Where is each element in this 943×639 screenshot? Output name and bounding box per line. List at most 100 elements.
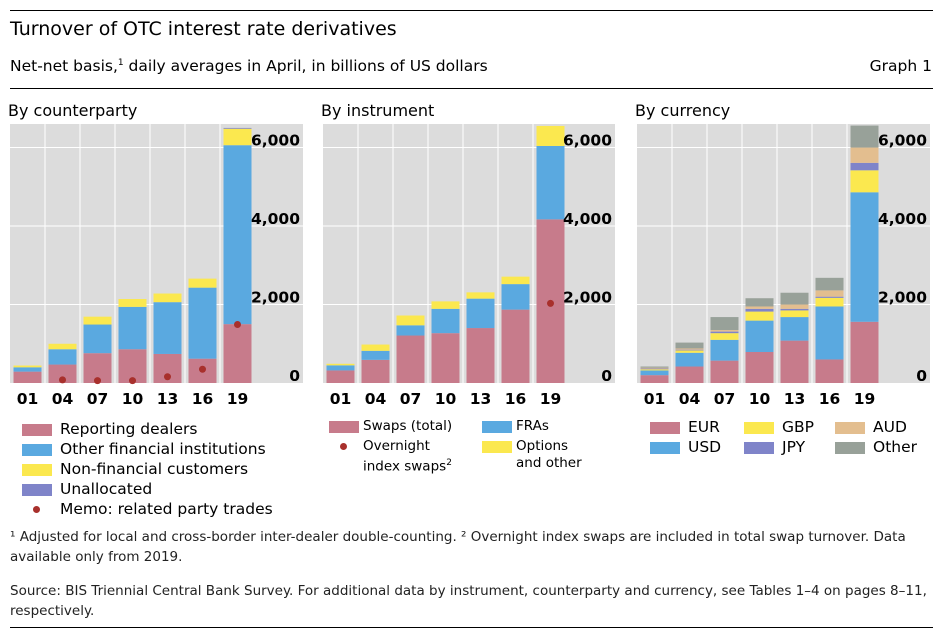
- bar-by-instrument-options-and-other-01: [326, 363, 355, 366]
- bar-by-currency-gbp-01: [640, 369, 669, 371]
- bar-by-currency-usd-10: [745, 320, 774, 352]
- legend-swatch-gbp: [744, 422, 774, 434]
- bar-by-currency-aud-04: [675, 348, 704, 350]
- bar-by-currency-gbp-04: [675, 350, 704, 353]
- bar-by-currency-jpy-19: [850, 162, 879, 171]
- legend-swatch-reporting-dealers: [22, 424, 52, 436]
- x-tick-by-counterparty-10: 10: [122, 390, 144, 408]
- x-tick-by-currency-10: 10: [749, 390, 771, 408]
- bar-by-currency-aud-13: [780, 304, 809, 309]
- x-tick-by-instrument-19: 19: [540, 390, 562, 408]
- bar-by-instrument-swaps-total-01: [326, 370, 355, 383]
- bar-by-currency-usd-07: [710, 339, 739, 361]
- x-tick-by-instrument-13: 13: [470, 390, 492, 408]
- legend-swatch-swaps: [329, 421, 359, 433]
- bar-by-instrument-options-and-other-07: [396, 315, 425, 326]
- bar-by-currency-aud-07: [710, 330, 739, 332]
- legend-swatch-usd: [650, 442, 680, 454]
- legend-label-unallocated: Unallocated: [60, 480, 153, 498]
- bar-by-counterparty-reporting-dealers-04: [48, 364, 77, 383]
- memo-dot-by-counterparty-07: [94, 377, 101, 385]
- panel-title-by-instrument: By instrument: [321, 101, 434, 120]
- bar-by-counterparty-other-financial-institutions-01: [13, 367, 42, 372]
- legend-label-swaps: Swaps (total): [363, 418, 453, 434]
- bar-by-instrument-swaps-total-16: [501, 309, 530, 383]
- x-tick-by-counterparty-13: 13: [157, 390, 179, 408]
- bar-by-currency-gbp-19: [850, 170, 879, 193]
- bar-by-currency-gbp-13: [780, 310, 809, 318]
- subtitle-footnote-marker: 1: [117, 57, 124, 68]
- bar-by-currency-other-16: [815, 277, 844, 291]
- bar-by-currency-eur-13: [780, 340, 809, 383]
- bar-by-counterparty-other-financial-institutions-19: [223, 145, 252, 325]
- x-tick-by-counterparty-07: 07: [87, 390, 109, 408]
- panel-title-by-counterparty: By counterparty: [8, 101, 137, 120]
- legend-swatch-options: [482, 441, 512, 453]
- legend-dot-memo: [33, 506, 40, 513]
- memo-dot-by-counterparty-13: [164, 373, 171, 381]
- legend-label-aud: AUD: [873, 418, 907, 436]
- bar-by-currency-eur-19: [850, 321, 879, 383]
- bar-by-currency-aud-01: [640, 367, 669, 369]
- bar-by-counterparty-non-financial-customers-13: [153, 293, 182, 303]
- subtitle-rest: daily averages in April, in billions of …: [123, 57, 488, 75]
- legend-label-ois-line2: index swaps2: [363, 455, 452, 476]
- y-tick-by-counterparty-2: 4,000: [251, 210, 300, 228]
- bar-by-currency-other-10: [745, 298, 774, 307]
- bar-by-currency-usd-01: [640, 370, 669, 376]
- legend-label-options-line2: and other: [516, 455, 582, 471]
- x-tick-by-instrument-04: 04: [365, 390, 387, 408]
- bar-by-currency-aud-10: [745, 306, 774, 309]
- chart-subtitle: Net-net basis,1 daily averages in April,…: [10, 57, 488, 75]
- bar-by-instrument-fras-01: [326, 365, 355, 371]
- y-tick-by-counterparty-3: 6,000: [251, 132, 300, 150]
- y-tick-by-currency-1: 2,000: [878, 289, 927, 307]
- y-tick-by-instrument-0: 0: [601, 367, 612, 385]
- legend-label-ois-sup: 2: [446, 458, 452, 468]
- x-tick-by-currency-13: 13: [784, 390, 806, 408]
- bar-by-currency-other-07: [710, 317, 739, 331]
- legend-swatch-other-financial: [22, 444, 52, 456]
- legend-label-ois-text: index swaps: [363, 458, 447, 475]
- bar-by-currency-eur-16: [815, 359, 844, 383]
- bar-by-instrument-fras-07: [396, 325, 425, 336]
- top-rule: [10, 10, 933, 11]
- x-tick-by-counterparty-04: 04: [52, 390, 74, 408]
- legend-label-gbp: GBP: [782, 418, 814, 436]
- bar-by-instrument-options-and-other-10: [431, 301, 460, 309]
- charts-canvas: By counterparty 0 2,000 4,000 6,000 01 04 07 10 1…: [8, 101, 930, 408]
- bar-by-counterparty-other-financial-institutions-07: [83, 324, 112, 354]
- header-rule: [10, 88, 933, 89]
- legend-label-memo: Memo: related party trades: [60, 500, 273, 518]
- memo-dot-by-counterparty-16: [199, 365, 206, 373]
- x-tick-by-instrument-10: 10: [435, 390, 457, 408]
- bar-by-instrument-options-and-other-16: [501, 276, 530, 285]
- y-tick-by-currency-2: 4,000: [878, 210, 927, 228]
- bar-by-instrument-swaps-total-04: [361, 359, 390, 383]
- bar-by-instrument-swaps-total-07: [396, 335, 425, 383]
- subtitle-main: Net-net basis,: [10, 57, 118, 75]
- bar-by-instrument-options-and-other-19: [536, 125, 565, 146]
- footnotes: ¹ Adjusted for local and cross-border in…: [10, 529, 906, 565]
- x-tick-by-currency-16: 16: [819, 390, 841, 408]
- bar-by-currency-usd-19: [850, 192, 879, 322]
- memo-dot-by-counterparty-10: [129, 377, 136, 385]
- bar-by-currency-jpy-13: [780, 308, 809, 311]
- x-tick-by-counterparty-01: 01: [17, 390, 39, 408]
- bar-by-instrument-options-and-other-04: [361, 344, 390, 351]
- bar-by-instrument-fras-13: [466, 298, 495, 329]
- bar-by-currency-gbp-16: [815, 297, 844, 307]
- bar-by-currency-jpy-07: [710, 331, 739, 334]
- bar-by-currency-eur-07: [710, 360, 739, 383]
- bar-by-counterparty-non-financial-customers-10: [118, 299, 147, 307]
- bar-by-currency-other-13: [780, 292, 809, 305]
- bar-by-counterparty-non-financial-customers-01: [13, 365, 42, 368]
- bar-by-currency-gbp-07: [710, 333, 739, 340]
- bar-by-instrument-fras-10: [431, 308, 460, 334]
- chart-title: Turnover of OTC interest rate derivative…: [10, 18, 397, 40]
- legend-swatch-aud: [835, 422, 865, 434]
- legend-label-reporting-dealers: Reporting dealers: [60, 420, 198, 438]
- x-tick-by-currency-19: 19: [854, 390, 876, 408]
- bar-by-currency-usd-16: [815, 306, 844, 360]
- y-tick-by-instrument-2: 4,000: [563, 210, 612, 228]
